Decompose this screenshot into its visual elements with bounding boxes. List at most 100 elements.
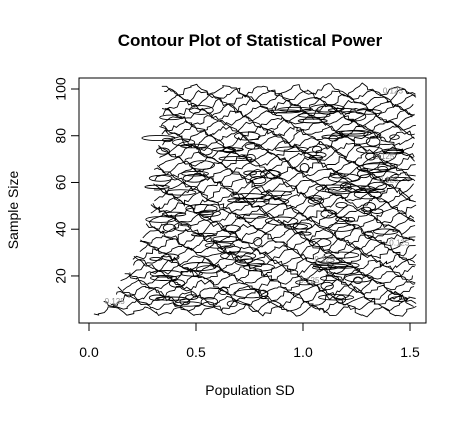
contour-loop bbox=[245, 153, 256, 163]
contour-loop bbox=[260, 169, 282, 179]
contour-loop bbox=[149, 256, 163, 261]
contour-line bbox=[161, 97, 414, 113]
contour-loop bbox=[189, 160, 215, 170]
contour-line bbox=[103, 298, 417, 314]
contour-loop bbox=[308, 155, 324, 161]
contour-loop bbox=[200, 296, 219, 307]
contour-loop bbox=[141, 134, 176, 142]
contour-loop bbox=[181, 170, 209, 177]
contour-loop bbox=[162, 223, 176, 232]
contour-line bbox=[161, 82, 416, 98]
contour-loop bbox=[321, 134, 345, 140]
contour-loop bbox=[156, 147, 170, 155]
contour-loop bbox=[249, 176, 267, 185]
contour-loop bbox=[299, 231, 312, 236]
x-tick-label: 0.5 bbox=[186, 344, 206, 360]
contour-loop bbox=[339, 129, 372, 137]
contour-loop bbox=[353, 189, 382, 200]
contour-loop bbox=[212, 235, 240, 243]
contour-loop bbox=[311, 145, 323, 154]
contour-loop bbox=[360, 206, 372, 212]
contour-loop bbox=[303, 151, 327, 159]
x-tick-label: 1.0 bbox=[293, 344, 313, 360]
y-tick-label: 100 bbox=[53, 77, 69, 101]
contour-loop bbox=[344, 274, 374, 283]
contour-loop bbox=[328, 265, 361, 275]
contour-lines bbox=[93, 82, 417, 318]
contour-loop bbox=[335, 294, 347, 304]
contour-loop bbox=[353, 276, 363, 285]
contour-loop bbox=[159, 114, 183, 121]
contour-loop bbox=[384, 176, 413, 182]
contour-loop bbox=[345, 216, 356, 223]
contour-loop bbox=[364, 230, 374, 240]
contour-loop bbox=[188, 105, 214, 115]
contour-loop bbox=[328, 135, 339, 142]
contour-loop bbox=[307, 197, 325, 205]
contour-loop bbox=[297, 112, 331, 119]
contour-loop bbox=[182, 173, 206, 183]
contour-loop bbox=[382, 149, 405, 155]
contour-loop bbox=[234, 258, 265, 267]
contour-loop bbox=[308, 195, 322, 201]
contour-loop bbox=[150, 275, 178, 281]
contour-loop bbox=[324, 186, 356, 195]
contour-loop bbox=[377, 165, 388, 172]
contour-loop bbox=[218, 156, 253, 162]
contour-loop bbox=[243, 263, 275, 272]
contour-loop bbox=[233, 288, 269, 299]
contour-loop bbox=[204, 242, 236, 249]
y-tick-label: 40 bbox=[53, 221, 69, 237]
contour-loop bbox=[320, 275, 340, 282]
contour-line bbox=[159, 119, 416, 133]
contour-loop bbox=[274, 146, 309, 152]
contour-line bbox=[93, 304, 417, 318]
contour-loop bbox=[356, 146, 383, 154]
contour-line bbox=[132, 247, 417, 261]
contour-loop bbox=[148, 174, 173, 182]
y-axis: 20 40 60 80 100 bbox=[53, 77, 80, 284]
contour-loop bbox=[389, 134, 400, 140]
contour-line bbox=[165, 93, 416, 109]
contour-loop bbox=[243, 170, 257, 176]
contour-loop bbox=[344, 185, 377, 194]
contour-level-label: 0.125 bbox=[314, 255, 335, 264]
x-tick-label: 0.0 bbox=[79, 344, 99, 360]
contour-loop bbox=[315, 184, 353, 193]
contour-loop bbox=[363, 131, 382, 139]
contour-loop bbox=[316, 257, 335, 264]
contour-loop bbox=[168, 279, 186, 288]
contour-level-label: 0.125 bbox=[105, 297, 126, 306]
contour-line bbox=[156, 176, 416, 190]
contour-loop bbox=[365, 136, 381, 147]
contour-loop bbox=[148, 294, 165, 301]
contour-level-label: 0.125 bbox=[383, 87, 404, 96]
contour-loop bbox=[295, 279, 316, 286]
x-tick-label: 1.5 bbox=[400, 344, 420, 360]
contour-loop bbox=[226, 300, 238, 308]
contour-loop bbox=[218, 287, 229, 296]
contour-line bbox=[133, 252, 416, 268]
contour-line bbox=[153, 166, 416, 180]
contour-line bbox=[117, 283, 415, 298]
y-tick-label: 20 bbox=[53, 268, 69, 284]
contour-loop bbox=[222, 147, 236, 153]
contour-line bbox=[153, 184, 414, 201]
contour-loop bbox=[373, 228, 399, 235]
contour-loop bbox=[327, 107, 356, 113]
contour-line bbox=[150, 206, 415, 222]
contour-loop bbox=[390, 296, 409, 303]
contour-loop bbox=[236, 213, 269, 219]
contour-loop bbox=[267, 109, 302, 114]
contour-loop bbox=[320, 281, 334, 291]
contour-loop bbox=[145, 216, 176, 223]
contour-loop bbox=[312, 263, 349, 269]
contour-line bbox=[158, 155, 415, 170]
contour-loop bbox=[292, 222, 313, 230]
contour-loop bbox=[362, 202, 376, 212]
contour-loop bbox=[185, 294, 199, 300]
contour-loop bbox=[180, 270, 203, 277]
contour-loop bbox=[260, 190, 293, 197]
contour-loop bbox=[362, 162, 398, 171]
